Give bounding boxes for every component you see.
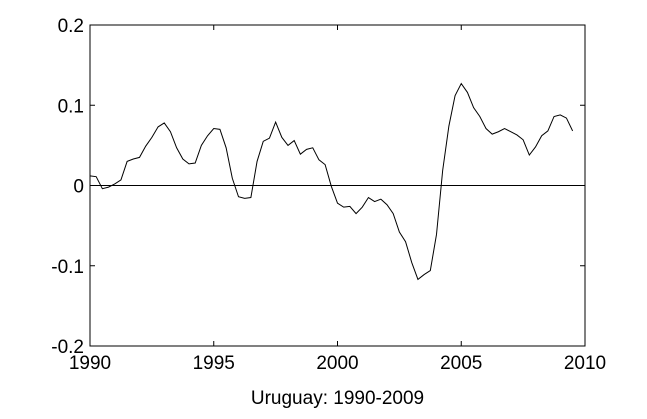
x-axis-label: Uruguay: 1990-2009 [251, 388, 424, 409]
y-tick-label: -0.1 [51, 257, 84, 278]
x-tick-label: 1995 [193, 353, 235, 374]
x-tick-label: 2000 [316, 353, 358, 374]
y-tick-label: 0.2 [58, 16, 84, 37]
y-tick-label: 0.1 [58, 96, 84, 117]
x-tick-label: 2005 [440, 353, 482, 374]
x-tick-label: 1990 [69, 353, 111, 374]
y-tick-label: -0.2 [51, 337, 84, 358]
y-tick-label: 0 [73, 177, 84, 198]
x-tick-label: 2010 [564, 353, 606, 374]
data-line [89, 82, 574, 281]
